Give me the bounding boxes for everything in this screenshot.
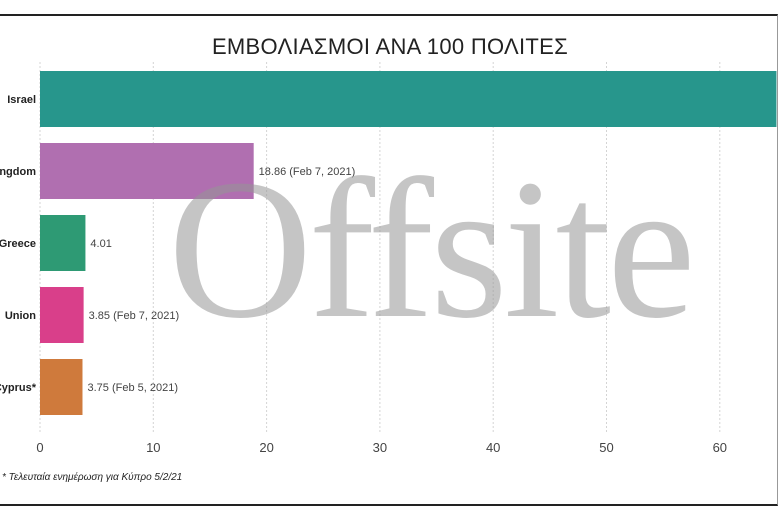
data-label: 18.86 (Feb 7, 2021)	[259, 166, 356, 178]
category-label: Israel	[7, 94, 36, 106]
data-label: 3.75 (Feb 5, 2021)	[87, 382, 178, 394]
category-label: Cyprus*	[0, 382, 37, 394]
category-label: Greece	[0, 238, 36, 250]
data-label: 4.01	[90, 238, 111, 250]
footnote: * Τελευταία ενημέρωση για Κύπρο 5/2/21	[2, 472, 183, 483]
x-tick-label: 10	[146, 440, 160, 455]
chart-frame	[0, 14, 778, 506]
bar-1	[40, 71, 777, 127]
x-tick-label: 30	[373, 440, 387, 455]
x-tick-label: 60	[713, 440, 727, 455]
x-tick-label: 0	[36, 440, 43, 455]
category-label: Union	[5, 310, 36, 322]
chart-title: ΕΜΒΟΛΙΑΣΜΟΙ ΑΝΑ 100 ΠΟΛΙΤΕΣ	[211, 34, 569, 59]
bar-3	[40, 215, 86, 271]
x-tick-label: 20	[259, 440, 273, 455]
bar-2	[40, 143, 254, 199]
category-label: ngdom	[0, 166, 36, 178]
data-label: 3.85 (Feb 7, 2021)	[89, 310, 180, 322]
x-tick-label: 40	[486, 440, 500, 455]
bar-4	[40, 287, 84, 343]
x-tick-label: 50	[599, 440, 613, 455]
bar-5	[40, 359, 83, 415]
